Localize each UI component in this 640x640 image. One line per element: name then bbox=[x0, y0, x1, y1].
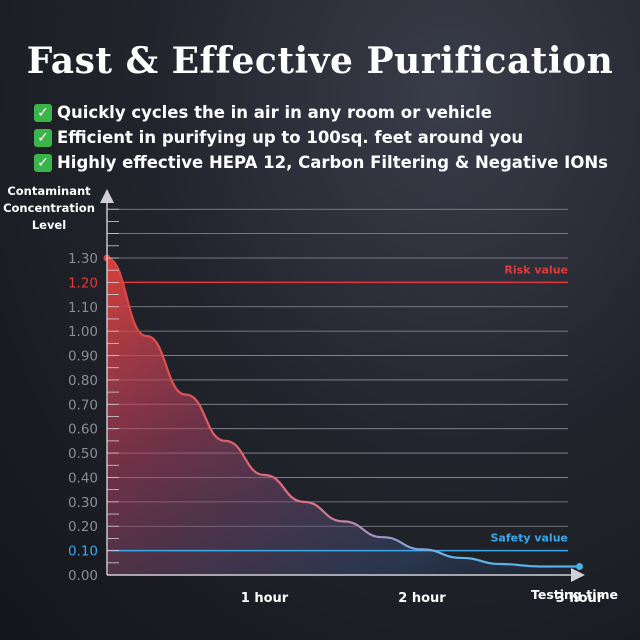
y-tick-label: 0.40 bbox=[68, 470, 98, 486]
feature-text: Highly effective HEPA 12, Carbon Filteri… bbox=[57, 153, 608, 172]
feature-item: ✓ Quickly cycles the in air in any room … bbox=[34, 100, 608, 125]
y-tick-label: 1.20 bbox=[68, 275, 98, 291]
x-tick-label: 2 hour bbox=[398, 591, 446, 606]
y-tick-label: 0.30 bbox=[68, 495, 98, 511]
feature-list: ✓ Quickly cycles the in air in any room … bbox=[34, 100, 608, 175]
y-axis-label-line: Contaminant bbox=[7, 184, 91, 198]
y-tick-label: 0.90 bbox=[68, 349, 98, 365]
check-mark-icon: ✓ bbox=[34, 103, 52, 122]
y-tick-label: 1.30 bbox=[68, 251, 98, 267]
x-tick-label: 1 hour bbox=[241, 591, 289, 606]
check-mark-icon: ✓ bbox=[34, 128, 52, 147]
y-axis-label: Contaminant Concentration Level bbox=[0, 183, 98, 234]
curve-area-fill bbox=[107, 258, 580, 575]
y-tick-label: 0.00 bbox=[68, 568, 98, 584]
y-tick-label: 0.20 bbox=[68, 519, 98, 535]
feature-item: ✓ Highly effective HEPA 12, Carbon Filte… bbox=[34, 150, 608, 175]
y-tick-label: 0.70 bbox=[68, 397, 98, 413]
y-tick-label: 0.50 bbox=[68, 446, 98, 462]
y-tick-label: 0.80 bbox=[68, 373, 98, 389]
concentration-curve bbox=[106, 256, 580, 568]
x-axis-label: Testing time bbox=[531, 587, 618, 602]
page-title: Fast & Effective Purification bbox=[26, 40, 614, 82]
feature-text: Efficient in purifying up to 100sq. feet… bbox=[57, 128, 524, 147]
y-axis-label-line: Level bbox=[31, 218, 67, 232]
feature-item: ✓ Efficient in purifying up to 100sq. fe… bbox=[34, 125, 608, 150]
y-tick-label: 1.00 bbox=[68, 324, 98, 340]
y-axis-label-line: Concentration bbox=[3, 201, 95, 215]
y-tick-label: 0.60 bbox=[68, 422, 98, 438]
curve-end-point bbox=[576, 562, 583, 570]
reference-line-label: Safety value bbox=[490, 532, 568, 545]
check-mark-icon: ✓ bbox=[34, 153, 52, 172]
reference-line-label: Risk value bbox=[504, 263, 568, 276]
y-tick-label: 0.10 bbox=[68, 544, 98, 560]
y-tick-label: 1.10 bbox=[68, 300, 98, 316]
x-tick-label: 3 hour bbox=[556, 591, 604, 606]
feature-text: Quickly cycles the in air in any room or… bbox=[57, 103, 492, 122]
